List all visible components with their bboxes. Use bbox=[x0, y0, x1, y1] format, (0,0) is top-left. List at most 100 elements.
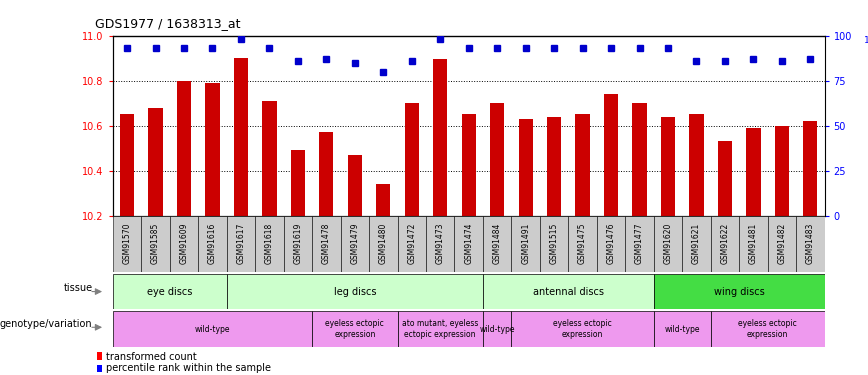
Text: eyeless ectopic
expression: eyeless ectopic expression bbox=[553, 320, 612, 339]
Bar bbox=[633, 103, 647, 216]
Bar bbox=[404, 103, 419, 216]
Text: wild-type: wild-type bbox=[665, 324, 700, 334]
Text: transformed count: transformed count bbox=[106, 352, 197, 362]
Bar bbox=[746, 128, 760, 216]
Bar bbox=[682, 216, 711, 272]
Bar bbox=[483, 274, 654, 309]
Text: antennal discs: antennal discs bbox=[533, 286, 604, 297]
Bar bbox=[198, 216, 227, 272]
Text: GSM91484: GSM91484 bbox=[493, 222, 502, 264]
Bar bbox=[654, 216, 682, 272]
Bar bbox=[569, 216, 597, 272]
Bar bbox=[398, 216, 426, 272]
Bar bbox=[227, 274, 483, 309]
Bar bbox=[740, 216, 767, 272]
Bar bbox=[711, 311, 825, 347]
Text: GSM91480: GSM91480 bbox=[378, 222, 388, 264]
Bar bbox=[433, 59, 447, 216]
Bar bbox=[654, 311, 711, 347]
Text: GSM91477: GSM91477 bbox=[635, 222, 644, 264]
Bar bbox=[141, 216, 170, 272]
Bar bbox=[426, 216, 455, 272]
Text: GSM91479: GSM91479 bbox=[351, 222, 359, 264]
Bar bbox=[120, 114, 135, 216]
Bar bbox=[483, 311, 511, 347]
Bar bbox=[148, 108, 162, 216]
Bar bbox=[369, 216, 398, 272]
Bar bbox=[97, 364, 102, 372]
Text: GSM91475: GSM91475 bbox=[578, 222, 587, 264]
Bar bbox=[490, 103, 504, 216]
Text: eye discs: eye discs bbox=[147, 286, 193, 297]
Bar bbox=[462, 114, 476, 216]
Text: eyeless ectopic
expression: eyeless ectopic expression bbox=[326, 320, 385, 339]
Text: wild-type: wild-type bbox=[194, 324, 230, 334]
Bar bbox=[511, 311, 654, 347]
Bar bbox=[575, 114, 589, 216]
Bar bbox=[597, 216, 625, 272]
Text: GSM91617: GSM91617 bbox=[236, 222, 246, 264]
Bar bbox=[348, 155, 362, 216]
Text: GSM91474: GSM91474 bbox=[464, 222, 473, 264]
Bar bbox=[177, 81, 191, 216]
Bar bbox=[455, 216, 483, 272]
Bar bbox=[796, 216, 825, 272]
Text: leg discs: leg discs bbox=[333, 286, 376, 297]
Bar bbox=[319, 132, 333, 216]
Text: genotype/variation: genotype/variation bbox=[0, 319, 93, 329]
Text: percentile rank within the sample: percentile rank within the sample bbox=[106, 363, 271, 374]
Text: GSM91483: GSM91483 bbox=[806, 222, 815, 264]
Bar bbox=[767, 216, 796, 272]
Bar bbox=[312, 216, 340, 272]
Text: GSM91621: GSM91621 bbox=[692, 222, 701, 264]
Text: tissue: tissue bbox=[63, 283, 93, 293]
Bar bbox=[540, 216, 569, 272]
Bar bbox=[97, 352, 102, 360]
Bar bbox=[113, 274, 227, 309]
Bar bbox=[284, 216, 312, 272]
Bar bbox=[803, 121, 818, 216]
Bar bbox=[547, 117, 562, 216]
Text: GSM91481: GSM91481 bbox=[749, 222, 758, 264]
Bar bbox=[604, 94, 618, 216]
Bar bbox=[483, 216, 511, 272]
Text: GDS1977 / 1638313_at: GDS1977 / 1638313_at bbox=[95, 17, 241, 30]
Text: ato mutant, eyeless
ectopic expression: ato mutant, eyeless ectopic expression bbox=[402, 320, 478, 339]
Bar bbox=[170, 216, 198, 272]
Bar bbox=[113, 216, 141, 272]
Bar bbox=[711, 216, 740, 272]
Text: wing discs: wing discs bbox=[713, 286, 765, 297]
Text: 100%: 100% bbox=[864, 36, 868, 45]
Text: GSM91478: GSM91478 bbox=[322, 222, 331, 264]
Bar bbox=[227, 216, 255, 272]
Bar bbox=[262, 101, 277, 216]
Text: GSM91609: GSM91609 bbox=[180, 222, 188, 264]
Bar bbox=[291, 150, 305, 216]
Text: GSM91618: GSM91618 bbox=[265, 222, 274, 264]
Text: GSM91619: GSM91619 bbox=[293, 222, 302, 264]
Bar bbox=[661, 117, 675, 216]
Text: GSM91616: GSM91616 bbox=[208, 222, 217, 264]
Text: GSM91476: GSM91476 bbox=[607, 222, 615, 264]
Text: wild-type: wild-type bbox=[479, 324, 515, 334]
Bar bbox=[233, 58, 248, 216]
Bar bbox=[398, 311, 483, 347]
Text: GSM91472: GSM91472 bbox=[407, 222, 417, 264]
Text: GSM91570: GSM91570 bbox=[122, 222, 132, 264]
Text: GSM91482: GSM91482 bbox=[778, 222, 786, 264]
Bar bbox=[689, 114, 704, 216]
Bar bbox=[654, 274, 825, 309]
Bar bbox=[625, 216, 654, 272]
Bar bbox=[312, 311, 398, 347]
Bar bbox=[518, 119, 533, 216]
Text: eyeless ectopic
expression: eyeless ectopic expression bbox=[739, 320, 797, 339]
Text: GSM91491: GSM91491 bbox=[521, 222, 530, 264]
Text: GSM91585: GSM91585 bbox=[151, 222, 160, 264]
Text: GSM91622: GSM91622 bbox=[720, 222, 729, 264]
Text: GSM91620: GSM91620 bbox=[663, 222, 673, 264]
Bar bbox=[511, 216, 540, 272]
Bar bbox=[376, 184, 391, 216]
Text: GSM91473: GSM91473 bbox=[436, 222, 444, 264]
Bar bbox=[206, 83, 220, 216]
Bar bbox=[255, 216, 284, 272]
